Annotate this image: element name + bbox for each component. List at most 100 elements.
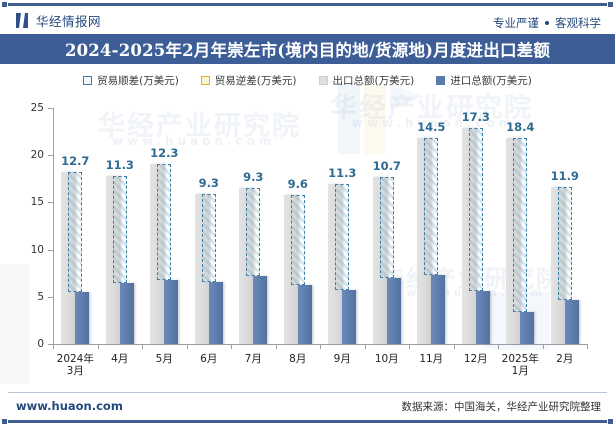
footer-site-link[interactable]: www.huaon.com	[16, 399, 123, 413]
data-label: 18.4	[506, 120, 535, 135]
x-axis-tick	[409, 344, 410, 349]
x-axis-label: 7月	[244, 353, 262, 365]
x-axis-tick	[453, 344, 455, 349]
x-axis-label: 8月	[289, 353, 307, 365]
footer: www.huaon.com 数据来源：中国海关，华经产业研究院整理	[0, 394, 615, 420]
trade-surplus-box[interactable]	[246, 188, 261, 277]
data-label: 12.3	[150, 145, 179, 160]
data-label: 9.3	[243, 170, 264, 185]
legend-label: 贸易顺差(万美元)	[97, 75, 179, 87]
data-label: 12.7	[61, 154, 90, 169]
import-bar[interactable]	[164, 279, 179, 344]
trade-surplus-box[interactable]	[112, 175, 127, 283]
y-axis-tick	[48, 155, 53, 157]
x-axis-label: 9月	[333, 353, 351, 365]
y-axis-tick	[48, 249, 53, 251]
x-axis-tick	[364, 344, 366, 349]
bar-group	[543, 108, 588, 344]
import-bar[interactable]	[253, 276, 268, 344]
chart-legend: 贸易顺差(万美元) 贸易逆差(万美元) 出口总额(万美元) 进口总额(万美元)	[0, 73, 615, 88]
x-axis-tick	[97, 344, 99, 349]
import-bar[interactable]	[386, 277, 401, 344]
data-label: 11.9	[550, 169, 579, 184]
x-axis-tick	[498, 344, 499, 349]
trade-surplus-box[interactable]	[424, 138, 439, 276]
y-axis-label: 25	[30, 102, 44, 114]
site-brand: 华经情报网	[16, 11, 101, 30]
top-divider	[2, 2, 613, 7]
legend-swatch-icon	[318, 76, 328, 85]
data-label: 11.3	[105, 157, 134, 172]
y-axis-line	[53, 108, 54, 344]
x-axis-tick	[320, 344, 321, 349]
x-axis-label: 10月	[374, 353, 399, 365]
x-axis-tick	[186, 344, 188, 349]
import-bar[interactable]	[342, 290, 357, 344]
huaon-logo-icon	[16, 13, 30, 28]
x-axis-label: 5月	[155, 353, 173, 365]
trade-surplus-box[interactable]	[335, 183, 350, 291]
y-axis-label: 0	[37, 338, 44, 350]
trade-surplus-box[interactable]	[157, 163, 172, 280]
import-bar[interactable]	[119, 282, 134, 344]
data-label: 9.6	[287, 176, 308, 191]
trade-surplus-box[interactable]	[557, 187, 572, 300]
bar-group	[409, 108, 454, 344]
data-label: 9.3	[198, 175, 219, 190]
import-bar[interactable]	[520, 311, 535, 344]
legend-swatch-icon	[200, 76, 210, 85]
x-axis-label: 2025年 1月	[501, 353, 539, 377]
bar-group	[498, 108, 543, 344]
x-axis-tick	[275, 344, 277, 349]
trade-surplus-box[interactable]	[379, 176, 394, 278]
y-axis-tick	[48, 108, 53, 109]
bar-group	[276, 108, 321, 344]
y-axis-tick	[48, 202, 53, 204]
import-bar[interactable]	[208, 281, 223, 344]
slogan-left: 专业严谨	[493, 16, 539, 30]
bar-group	[142, 108, 187, 344]
bar-group	[187, 108, 232, 344]
bar-group	[320, 108, 365, 344]
chart-area: 华经产业研究院 www.huaon.com 华经产业研究院 www.huaon.…	[0, 64, 615, 390]
trade-surplus-box[interactable]	[468, 127, 483, 292]
legend-label: 出口总额(万美元)	[332, 75, 415, 87]
brand-bar: 华经情报网 专业严谨 客观科学	[0, 7, 615, 34]
slogan: 专业严谨 客观科学	[493, 15, 601, 31]
x-axis-label: 11月	[419, 353, 444, 365]
x-axis-tick	[142, 344, 143, 349]
x-axis-tick	[542, 344, 544, 349]
import-bar[interactable]	[431, 275, 446, 344]
trade-surplus-box[interactable]	[290, 194, 305, 286]
import-bar[interactable]	[564, 299, 579, 344]
legend-item[interactable]: 出口总额(万美元)	[318, 73, 415, 88]
trade-surplus-box[interactable]	[68, 172, 83, 293]
legend-item[interactable]: 进口总额(万美元)	[436, 73, 532, 88]
page-title: 2024-2025年2月年崇左市(境内目的地/货源地)月度进出口差额	[64, 41, 551, 60]
trade-surplus-box[interactable]	[201, 193, 216, 282]
bar-group	[53, 108, 98, 344]
import-bar[interactable]	[475, 291, 490, 344]
import-bar[interactable]	[75, 292, 90, 344]
y-axis-tick	[48, 296, 53, 298]
y-axis-label: 10	[30, 243, 44, 256]
x-axis-label: 6月	[200, 353, 218, 365]
legend-label: 进口总额(万美元)	[450, 75, 532, 87]
legend-item[interactable]: 贸易顺差(万美元)	[83, 73, 179, 88]
legend-item[interactable]: 贸易逆差(万美元)	[200, 73, 297, 88]
title-band: 2024-2025年2月年崇左市(境内目的地/货源地)月度进出口差额	[0, 34, 615, 64]
slogan-right: 客观科学	[555, 16, 601, 30]
data-label: 17.3	[461, 109, 490, 124]
legend-label: 贸易逆差(万美元)	[214, 75, 297, 87]
x-axis-tick	[231, 344, 232, 349]
bar-group	[98, 108, 143, 344]
bottom-divider	[2, 419, 613, 424]
y-axis-label: 15	[30, 196, 44, 209]
brand-name: 华经情报网	[36, 14, 102, 29]
y-axis-label: 20	[30, 149, 44, 162]
bar-group	[231, 108, 276, 344]
import-bar[interactable]	[297, 285, 312, 344]
plot-area: 12.7 11.3 12.3 9.3 9.3 9.6 11.3 10.7 14.5 17.3 18.…	[53, 108, 587, 344]
data-label: 11.3	[328, 165, 357, 180]
trade-surplus-box[interactable]	[513, 138, 528, 312]
